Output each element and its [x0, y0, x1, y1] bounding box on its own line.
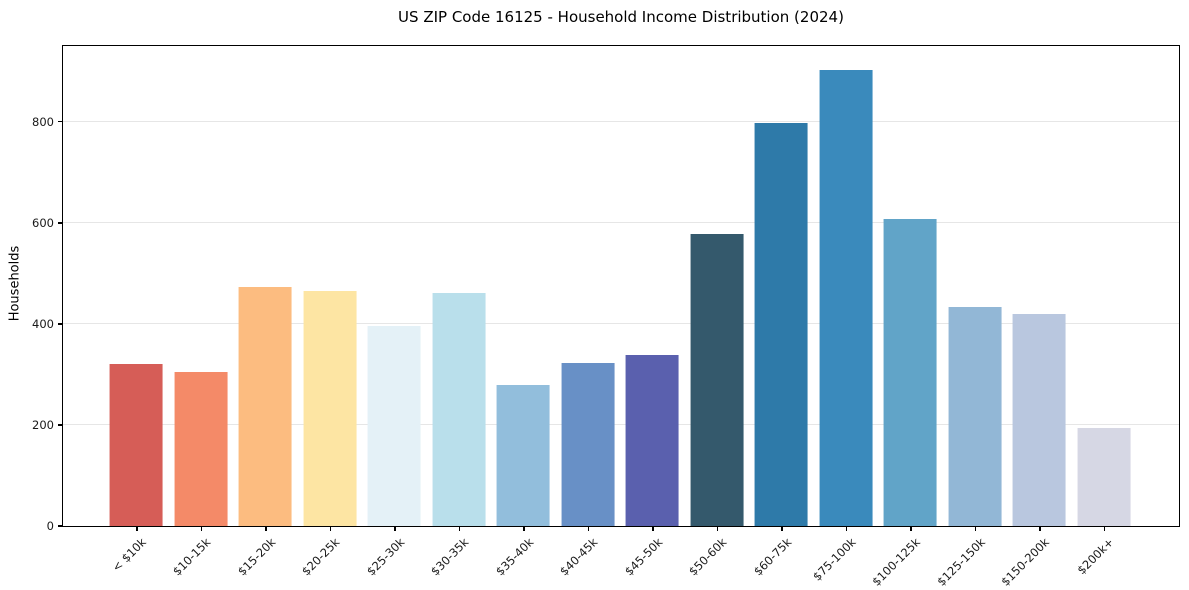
bar: [109, 364, 163, 526]
bar-slot: $50-60k: [685, 46, 750, 578]
bar-slot: < $10k: [104, 46, 169, 575]
y-tick-mark: [58, 525, 62, 527]
bar: [496, 384, 550, 526]
bar-slot: $200k+: [1072, 46, 1137, 577]
y-axis-label: Households: [7, 245, 23, 322]
bar-slot: $15-20k: [233, 46, 298, 578]
x-tick-mark: [716, 527, 719, 531]
bar-slot: $30-35k: [427, 46, 492, 578]
x-tick-label-text: $15-20k: [234, 535, 279, 579]
bar: [948, 307, 1002, 526]
gridline: [63, 322, 1179, 324]
x-tick-mark: [136, 527, 138, 531]
bar-slot: $125-150k: [934, 46, 1008, 589]
x-tick-mark: [200, 527, 203, 531]
bars-layer: < $10k $10-15k $15-20k $20-25k $25-30k $30-35…: [63, 46, 1179, 589]
x-tick-mark: [781, 527, 783, 531]
y-tick-label: 0: [46, 519, 54, 533]
x-tick-mark: [974, 527, 977, 531]
x-tick-label-text: $75-100k: [810, 535, 859, 584]
bar: [819, 69, 873, 526]
x-tick-mark: [329, 527, 332, 531]
x-tick-mark: [910, 527, 912, 531]
bar-slot: $10-15k: [169, 46, 234, 578]
bar: [367, 325, 421, 526]
y-tick-mark: [58, 323, 62, 325]
x-tick-label-text: $200k+: [1074, 535, 1117, 578]
bar: [174, 372, 228, 526]
bar: [883, 218, 937, 526]
x-tick-label-text: $20-25k: [299, 535, 343, 579]
x-tick-mark: [265, 527, 267, 531]
bar-slot: $100-125k: [869, 46, 943, 589]
bar: [625, 354, 679, 526]
x-tick-label-text: $25-30k: [363, 535, 408, 579]
y-tick-label: 400: [32, 316, 54, 331]
bar: [238, 287, 292, 526]
x-tick-label-text: $10-15k: [170, 535, 214, 579]
bar-slot: $25-30k: [362, 46, 427, 578]
x-tick-label-text: $40-45k: [557, 535, 601, 579]
x-tick-label-text: $35-40k: [492, 535, 537, 579]
x-tick-mark: [1039, 527, 1041, 531]
gridline: [63, 423, 1179, 425]
x-tick-mark: [652, 527, 654, 531]
x-tick-label-text: $30-35k: [428, 535, 472, 579]
x-tick-mark: [523, 527, 525, 531]
x-tick-label-text: $50-60k: [686, 535, 730, 579]
y-tick-mark: [58, 222, 62, 224]
x-tick-mark: [587, 527, 590, 531]
y-tick-mark: [58, 424, 62, 426]
bar-slot: $75-100k: [810, 46, 879, 584]
bar-slot: $35-40k: [491, 46, 556, 578]
y-tick-label: 200: [32, 417, 54, 432]
y-tick-mark: [58, 121, 62, 123]
gridline: [63, 221, 1179, 223]
x-tick-mark: [458, 527, 461, 531]
bar: [1012, 313, 1066, 526]
bar-slot: $45-50k: [620, 46, 685, 578]
y-tick-label: 800: [32, 114, 54, 129]
chart-title: US ZIP Code 16125 - Household Income Dis…: [398, 8, 844, 26]
x-tick-label-text: $45-50k: [621, 535, 666, 579]
bar: [754, 123, 808, 526]
x-tick-label-text: $150-200k: [998, 535, 1053, 589]
x-tick-mark: [1103, 527, 1106, 531]
bar: [561, 363, 615, 526]
bar-slot: $60-75k: [749, 46, 814, 578]
bar-slot: $150-200k: [998, 46, 1072, 589]
x-tick-label-text: $100-125k: [869, 535, 924, 589]
x-tick-label-text: $60-75k: [750, 535, 795, 579]
y-tick-label: 600: [32, 215, 54, 230]
plot-area: < $10k $10-15k $15-20k $20-25k $25-30k $30-35…: [32, 45, 1180, 589]
x-tick-label-text: < $10k: [109, 535, 150, 575]
gridline: [63, 120, 1179, 122]
x-tick-mark: [394, 527, 396, 531]
bar-slot: $20-25k: [298, 46, 363, 578]
bar-slot: $40-45k: [556, 46, 621, 578]
x-tick-label-text: $125-150k: [933, 535, 988, 589]
bar: [303, 291, 357, 526]
bar: [690, 233, 744, 526]
bar: [432, 292, 486, 526]
x-tick-mark: [845, 527, 848, 531]
bar: [1077, 428, 1131, 526]
